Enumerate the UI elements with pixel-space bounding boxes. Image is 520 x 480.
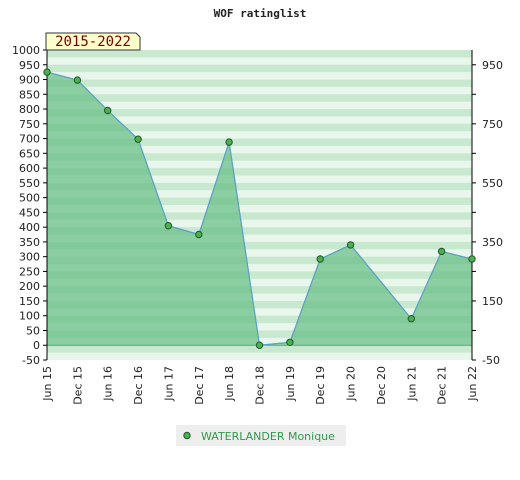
data-point	[195, 230, 203, 239]
period-badge-label: 2015-2022	[55, 34, 131, 50]
y-tick-label-left: 900	[19, 74, 40, 87]
data-point	[346, 241, 355, 249]
y-tick-label-left: 150	[19, 295, 40, 308]
legend-marker	[183, 431, 191, 440]
axes	[46, 50, 473, 360]
band	[47, 182, 472, 191]
y-tick-label-left: 850	[19, 88, 40, 101]
chart-title: WOF ratinglist	[214, 7, 307, 20]
x-tick-label: Jun 19	[284, 366, 297, 402]
band	[47, 50, 472, 58]
band	[47, 286, 472, 294]
x-tick-label: Jun 15	[41, 366, 54, 402]
band	[47, 271, 472, 279]
band	[47, 315, 472, 324]
band	[47, 212, 472, 220]
legend-box	[176, 425, 346, 446]
band	[47, 153, 472, 161]
period-badge: 2015-2022	[45, 32, 141, 51]
y-tick-label-right: 550	[482, 177, 503, 190]
band	[47, 109, 472, 117]
series-markers	[43, 68, 476, 349]
x-tick-label: Dec 20	[375, 366, 388, 405]
band	[47, 79, 472, 87]
x-tick-label: Dec 18	[254, 366, 267, 405]
data-point	[437, 247, 446, 256]
y-tick-label-left: 350	[19, 236, 40, 249]
y-tick-label-left: 550	[19, 177, 40, 190]
x-tick-label: Dec 21	[436, 366, 449, 405]
data-point	[164, 222, 173, 230]
y-tick-label-left: 100	[19, 310, 40, 323]
x-tick-label: Jun 16	[102, 366, 115, 402]
band	[47, 197, 472, 205]
series-line	[46, 71, 473, 346]
data-point	[134, 135, 142, 143]
x-tick-label: Jun 18	[223, 366, 236, 402]
x-tick-label: Jun 17	[162, 366, 175, 402]
y-tick-label-left: 950	[19, 59, 40, 72]
y-tick-label-left: 650	[19, 147, 40, 160]
x-tick-label: Jun 22	[466, 366, 479, 402]
data-point	[255, 341, 264, 349]
x-tick-label: Dec 17	[193, 366, 206, 405]
y-tick-label-right: 150	[482, 295, 503, 308]
band	[47, 168, 472, 176]
y-tick-label-left: 300	[19, 251, 40, 264]
data-point	[316, 255, 324, 263]
band	[47, 330, 472, 338]
legend: WATERLANDER Monique	[176, 425, 346, 446]
data-point	[407, 315, 415, 323]
y-tick-label-left: 750	[19, 118, 40, 131]
data-point	[73, 76, 82, 84]
x-tick-label: Dec 15	[71, 366, 84, 405]
data-point	[468, 255, 476, 263]
band	[47, 256, 472, 265]
band	[47, 64, 472, 73]
legend-entry-label: WATERLANDER Monique	[201, 430, 335, 443]
band	[47, 94, 472, 102]
period-badge-box	[45, 32, 141, 51]
y-tick-label-left: -50	[22, 354, 40, 367]
band	[47, 241, 472, 250]
y-tick-label-left: 50	[26, 324, 40, 337]
x-tick-label: Jun 20	[345, 366, 358, 402]
y-tick-label-left: 600	[19, 162, 40, 175]
y-tick-label-right: 350	[482, 236, 503, 249]
data-point	[104, 106, 112, 115]
y-tick-label-left: 400	[19, 221, 40, 234]
x-tick-label: Dec 19	[314, 366, 327, 405]
y-tick-label-right: -50	[482, 354, 500, 367]
x-tick-label: Jun 21	[405, 366, 418, 402]
y-axis-left: 1000950900850800750700650600550500450400…	[12, 44, 47, 367]
x-tick-label: Dec 16	[132, 366, 145, 405]
band	[47, 138, 472, 146]
y-tick-label-left: 1000	[12, 44, 40, 57]
x-axis: Jun 15 Dec 15 Jun 16 Dec 16 Jun 17 Dec 17 Jun …	[41, 366, 479, 405]
band	[47, 345, 472, 353]
data-point	[225, 138, 233, 146]
band	[47, 123, 472, 132]
band	[47, 227, 472, 235]
y-tick-label-left: 250	[19, 265, 40, 278]
band	[47, 300, 472, 309]
y-tick-label-right: 750	[482, 118, 503, 131]
y-tick-label-right: 950	[482, 59, 503, 72]
y-tick-label-left: 500	[19, 192, 40, 205]
data-point	[286, 338, 294, 346]
y-tick-label-left: 700	[19, 133, 40, 146]
y-tick-label-left: 450	[19, 206, 40, 219]
data-point	[43, 68, 51, 76]
y-tick-label-left: 0	[33, 339, 40, 352]
y-tick-label-left: 200	[19, 280, 40, 293]
y-axis-right: 950 750 550 350 150 -50	[472, 59, 503, 367]
y-tick-label-left: 800	[19, 103, 40, 116]
